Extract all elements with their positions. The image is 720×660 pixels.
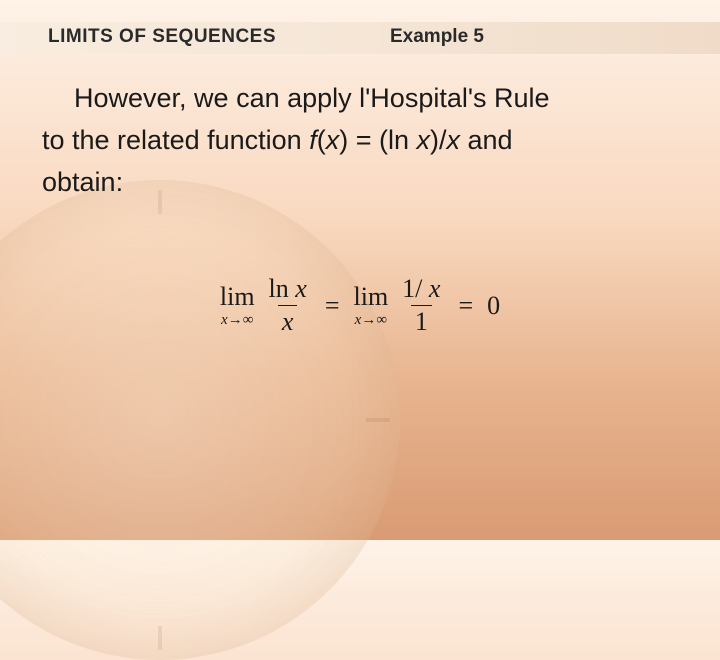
- limit-operator: lim x→∞: [354, 284, 389, 328]
- body-line-2: to the related function f(x) = (ln x)/x …: [42, 120, 678, 162]
- text-fragment: to the related function: [42, 125, 309, 155]
- lim-word: lim: [220, 284, 255, 310]
- body-line-1: However, we can apply l'Hospital's Rule: [42, 78, 678, 120]
- body-line-3: obtain:: [42, 162, 678, 204]
- lim-subscript: x→∞: [355, 313, 387, 328]
- text-fragment: and: [460, 125, 513, 155]
- denominator: x: [278, 305, 298, 335]
- text-fragment: )/: [430, 125, 447, 155]
- var-x: x: [446, 125, 460, 155]
- var-x: x: [416, 125, 430, 155]
- limit-operator: lim x→∞: [220, 284, 255, 328]
- numerator: 1/ x: [398, 276, 444, 305]
- text-fragment: (: [317, 125, 326, 155]
- fraction-1overx-over-1: 1/ x 1: [398, 276, 444, 335]
- denominator: 1: [411, 305, 432, 335]
- numerator: ln x: [265, 276, 311, 305]
- result-zero: 0: [487, 291, 500, 321]
- equals-sign: =: [454, 291, 477, 321]
- var-x: x: [326, 125, 340, 155]
- background-clock-decoration: [0, 180, 400, 660]
- slide-body: However, we can apply l'Hospital's Rule …: [42, 78, 678, 204]
- text-fragment: ) = (ln: [339, 125, 416, 155]
- lim-subscript: x→∞: [221, 313, 253, 328]
- equation-block: lim x→∞ ln x x = lim x→∞ 1/ x 1 = 0: [0, 276, 720, 335]
- section-title: LIMITS OF SEQUENCES: [48, 26, 276, 48]
- example-label: Example 5: [390, 26, 484, 48]
- equals-sign: =: [321, 291, 344, 321]
- lim-word: lim: [354, 284, 389, 310]
- fraction-lnx-over-x: ln x x: [265, 276, 311, 335]
- var-f: f: [309, 125, 317, 155]
